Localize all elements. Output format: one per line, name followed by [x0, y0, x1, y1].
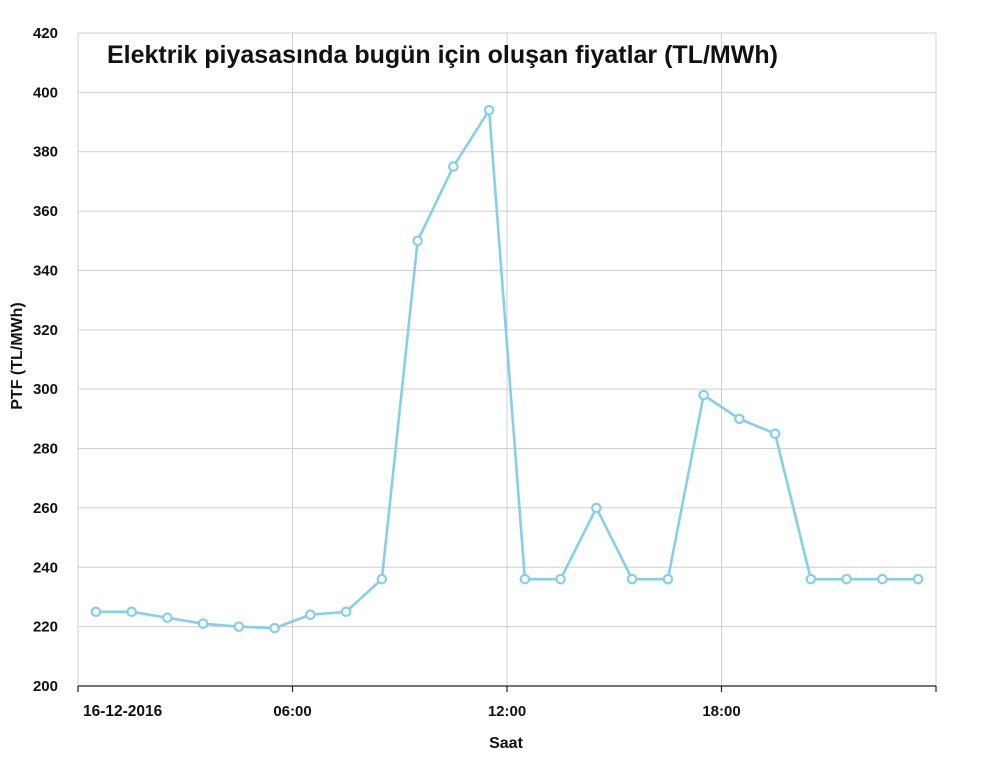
y-tick-label: 260 — [33, 500, 58, 517]
data-point — [233, 621, 245, 632]
data-point — [698, 389, 709, 401]
x-tick-label: 06:00 — [273, 703, 311, 720]
data-point — [483, 104, 495, 116]
y-tick-label: 300 — [33, 381, 58, 398]
data-point — [841, 573, 852, 585]
data-point — [448, 161, 459, 172]
x-tick-label: 12:00 — [488, 703, 526, 720]
data-point — [376, 573, 388, 585]
data-point — [519, 573, 531, 585]
data-point — [162, 612, 173, 624]
data-point — [805, 573, 817, 585]
data-point — [912, 573, 924, 585]
data-point — [626, 573, 638, 585]
y-tick-label: 280 — [33, 441, 58, 458]
data-point — [90, 606, 102, 618]
data-point — [269, 622, 280, 634]
data-point — [591, 502, 602, 514]
y-tick-label: 380 — [33, 144, 58, 161]
data-point — [555, 573, 566, 585]
y-axis-ticks: 200 220 240 260 280 300 320 340 360 380 400 420 — [33, 25, 58, 695]
y-tick-label: 320 — [33, 322, 58, 339]
data-point — [305, 609, 316, 621]
data-point — [126, 606, 137, 618]
y-axis-label: PTF (TL/MWh) — [9, 302, 26, 410]
data-point — [877, 573, 888, 585]
x-tick-label: 18:00 — [702, 703, 740, 720]
data-point — [197, 618, 209, 629]
data-point — [662, 573, 674, 585]
data-point — [734, 413, 745, 425]
x-axis-label: Saat — [489, 735, 523, 752]
x-tick-label: 16-12-2016 — [83, 703, 163, 720]
y-tick-label: 420 — [33, 25, 58, 42]
data-point — [769, 428, 781, 440]
chart-title: Elektrik piyasasında bugün için oluşan f… — [107, 41, 778, 69]
y-tick-label: 200 — [33, 678, 58, 695]
series-line — [95, 108, 919, 630]
y-tick-label: 360 — [33, 203, 58, 220]
data-point — [340, 606, 352, 618]
y-tick-label: 240 — [33, 559, 58, 576]
y-tick-label: 340 — [33, 262, 58, 279]
data-point — [412, 235, 423, 247]
y-tick-label: 220 — [33, 619, 58, 636]
x-axis-ticks: 16-12-2016 06:00 12:00 18:00 — [77, 686, 937, 720]
series-layer — [90, 104, 924, 634]
y-tick-label: 400 — [33, 84, 58, 101]
